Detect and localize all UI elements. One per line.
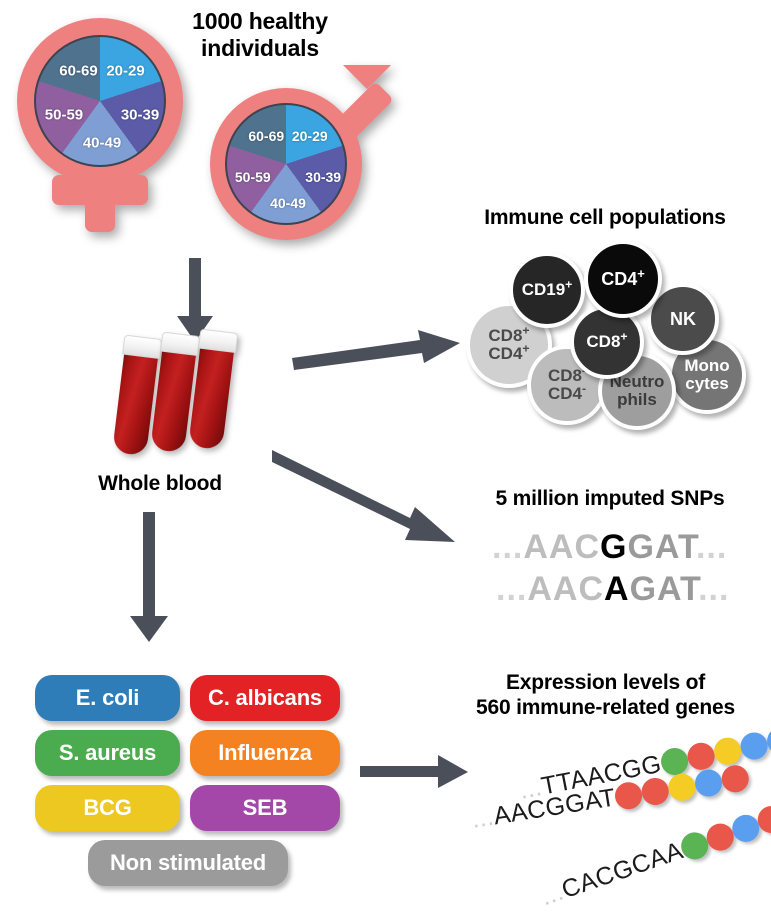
stimulus-c-albicans[interactable]: C. albicans (190, 675, 340, 721)
snp-flank-right: GAT (629, 570, 699, 608)
age-group-label-20-29: 20-29 (291, 128, 328, 145)
immune-cell-label: CD4+ (601, 265, 645, 289)
snp-ellipsis-right: ... (698, 570, 730, 608)
label-whole-blood: Whole blood (98, 472, 222, 495)
age-group-label-50-59: 50-59 (44, 106, 84, 124)
arrow-blood-to-stimuli (130, 512, 168, 642)
expression-bead (613, 780, 645, 812)
snp-sequence-group: ...AACGGAT... ...AACAGAT... (492, 528, 762, 613)
immune-cell-label: CD8+ CD4+ (488, 323, 530, 363)
immune-cell-population-group: CD8+CD4+ CD19+ CD4+ NK CD8+ CD8-CD4- Neutrophi… (0, 0, 771, 460)
immune-cell-label: CD8-CD4- (547, 364, 587, 403)
age-group-label-30-39: 30-39 (120, 106, 160, 124)
immune-cell-cd8-cd4: CD8+ CD4+ (466, 302, 552, 388)
stimulus-e-coli[interactable]: E. coli (35, 675, 180, 721)
stimulus-label: C. albicans (208, 685, 322, 710)
expression-bead (720, 763, 751, 795)
immune-cell-label: NK (670, 308, 696, 329)
age-distribution-pie-male: 20-29 30-39 40-49 50-59 60-69 (225, 103, 347, 225)
male-symbol: 20-29 30-39 40-49 50-59 60-69 (200, 40, 410, 250)
snp-flank-left: AAC (527, 570, 605, 608)
snp-sequence-row: ...AACGGAT... (492, 528, 727, 567)
age-group-label-60-69: 60-69 (248, 128, 285, 145)
expression-bead (666, 771, 698, 803)
snp-ellipsis-right: ... (695, 528, 728, 566)
expression-bead (693, 767, 725, 799)
arrow-blood-to-snps (272, 450, 455, 542)
expression-strand-sequence: ...CACGCAA (537, 836, 687, 912)
stimulus-label: E. coli (75, 685, 140, 710)
snp-sequence-row: ...AACAGAT... (496, 570, 729, 609)
section-title-immune-cells: Immune cell populations (484, 206, 726, 229)
stimulus-group: E. coli C. albicans S. aureus Influenza BCG S… (35, 675, 340, 886)
stimulus-label: BCG (83, 795, 132, 820)
immune-cell-nk: NK (647, 283, 719, 355)
expression-bead (640, 775, 671, 807)
age-group-label-20-29: 20-29 (106, 62, 145, 80)
stimulus-label: Non stimulated (109, 850, 267, 875)
stimulus-s-aureus[interactable]: S. aureus (35, 730, 180, 776)
immune-cell-cd8-cd4: CD8-CD4- (527, 345, 607, 425)
age-group-label-40-49: 40-49 (82, 134, 122, 152)
stimulus-bcg[interactable]: BCG (35, 785, 180, 831)
arrow-individuals-to-blood (177, 258, 213, 342)
arrow-blood-to-immune-cells (292, 330, 460, 370)
snp-variant-base: G (600, 528, 628, 566)
stimulus-influenza[interactable]: Influenza (190, 730, 340, 776)
snp-variant-base: A (604, 570, 630, 608)
page-title-individuals: 1000 healthy individuals (192, 8, 328, 62)
section-title-expression: Expression levels of 560 immune-related g… (476, 671, 735, 719)
immune-cell-label: Mono cytes (684, 356, 730, 393)
female-symbol: 20-29 30-39 40-49 50-59 60-69 (10, 10, 200, 240)
section-title-snps: 5 million imputed SNPs (495, 487, 725, 510)
stimulus-label: SEB (242, 795, 288, 820)
age-group-label-30-39: 30-39 (305, 169, 342, 186)
age-group-label-40-49: 40-49 (270, 195, 306, 211)
snp-flank-left: AAC (523, 528, 601, 566)
expression-bead (711, 735, 744, 768)
stimulus-seb[interactable]: SEB (190, 785, 340, 831)
immune-cell-label: CD8+ (586, 329, 628, 352)
age-group-label-60-69: 60-69 (59, 62, 98, 80)
arrow-stimuli-to-expression (360, 755, 468, 788)
immune-cell-label: Neutro phils (609, 372, 665, 409)
stimulus-label: S. aureus (58, 740, 157, 765)
expression-bead (738, 730, 770, 762)
immune-cell-cd19: CD19+ (509, 252, 585, 328)
age-group-label-50-59: 50-59 (234, 169, 271, 186)
age-distribution-pie-female: 20-29 30-39 40-49 50-59 60-69 (34, 35, 166, 167)
snp-flank-right: GAT (627, 528, 696, 566)
immune-cell-label: CD19+ (521, 277, 573, 300)
stimulus-label: Influenza (218, 740, 312, 765)
stimulus-non-stimulated[interactable]: Non stimulated (88, 840, 288, 886)
immune-cell-cd4: CD4+ (584, 240, 662, 318)
snp-ellipsis-left: ... (492, 528, 524, 566)
immune-cell-cd8: CD8+ (570, 305, 644, 379)
snp-ellipsis-left: ... (496, 570, 528, 608)
